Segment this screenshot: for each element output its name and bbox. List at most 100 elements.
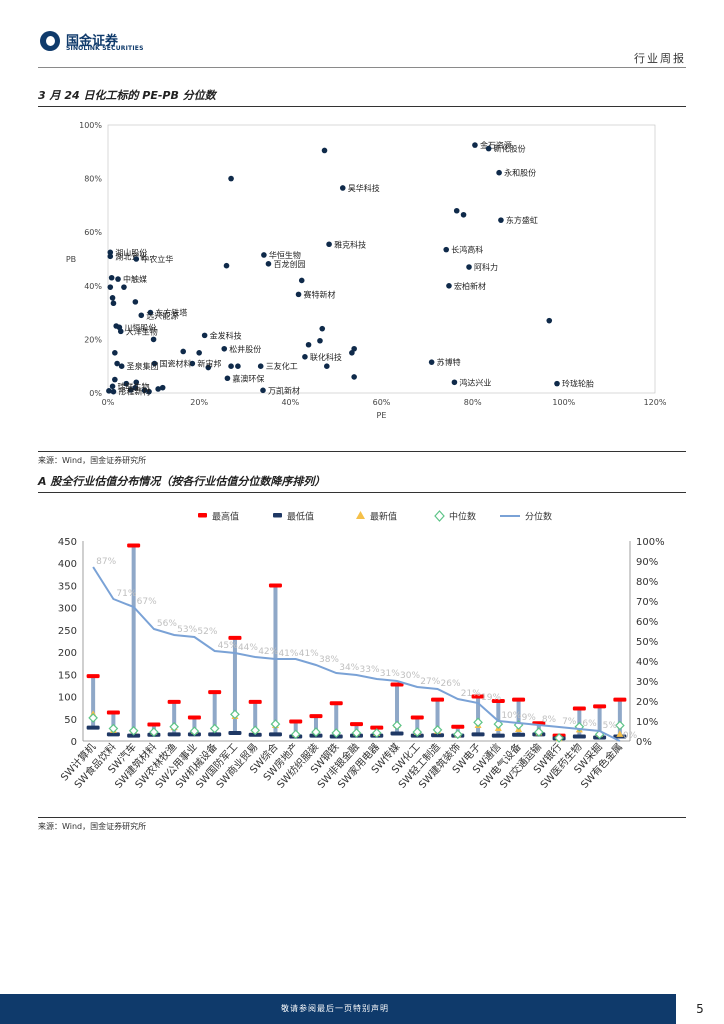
scatter-point [107, 284, 114, 290]
percentile-label: 56% [157, 619, 177, 629]
percentile-label: 5% [603, 721, 618, 731]
scatter-point [112, 350, 118, 356]
scatter-point [205, 364, 212, 371]
scatter-point [201, 332, 208, 339]
scatter-point-label: 国瓷材料 [159, 359, 191, 369]
max-marker [86, 674, 100, 679]
max-marker [208, 690, 222, 695]
scatter-point [223, 262, 230, 269]
min-marker [228, 731, 242, 735]
scatter-point [138, 312, 145, 319]
max-marker [106, 710, 120, 715]
scatter-point-label: 湖山股份 [115, 247, 147, 257]
scatter-point [189, 360, 196, 367]
max-marker [451, 724, 465, 729]
percentile-label: 87% [96, 557, 116, 567]
scatter-x-tick: 20% [190, 398, 208, 407]
legend-label: 最低值 [287, 511, 314, 523]
scatter-point [349, 350, 355, 356]
percentile-label: 8% [542, 715, 557, 725]
scatter-source: 来源：Wind，国金证券研究所 [38, 451, 686, 466]
scatter-point [324, 363, 330, 369]
scatter-point-label: 三友化工 [266, 361, 298, 371]
scatter-point [460, 211, 467, 218]
range-bar [212, 692, 217, 735]
max-marker [248, 699, 262, 704]
scatter-x-tick: 60% [373, 398, 391, 407]
scatter-point-label: 远兴能源 [146, 310, 178, 320]
scatter-point-label: 宏柏新材 [454, 281, 486, 291]
percentile-label: 30% [400, 671, 420, 681]
median-marker [371, 728, 382, 738]
scatter-point [115, 276, 121, 282]
max-marker [390, 682, 404, 687]
scatter-point-label: 昊华科技 [348, 183, 380, 193]
percentile-label: 27% [420, 677, 440, 687]
scatter-point-label: 中触媒 [123, 274, 147, 284]
scatter-point [117, 328, 124, 335]
percentile-line [92, 566, 621, 742]
range-bar [192, 717, 197, 735]
max-marker [167, 699, 181, 704]
range-bar [131, 545, 136, 736]
scatter-point [123, 380, 130, 387]
scatter-point [155, 386, 161, 392]
percentile-label: 41% [278, 649, 298, 659]
percentile-label: 9% [522, 713, 537, 723]
left-y-tick: 0 [71, 737, 77, 748]
scatter-x-axis-label: PE [377, 411, 387, 420]
scatter-point [554, 380, 560, 387]
scatter-point [132, 384, 139, 391]
percentile-label: 41% [299, 649, 319, 659]
median-marker [331, 728, 342, 738]
range-bar [313, 716, 318, 736]
median-marker [230, 709, 240, 720]
scatter-point [228, 363, 234, 369]
company-logo: 国金证券 SINOLINK SECURITIES [40, 30, 143, 54]
min-marker [491, 733, 505, 738]
bar-source: 来源：Wind，国金证券研究所 [38, 817, 686, 832]
industry-valuation-chart: 最高值 最低值 最新值 中位数 分位数 0 50 100 150 200 250 300 350 400 4… [58, 510, 665, 791]
percentile-label: 67% [137, 597, 157, 607]
scatter-y-tick: 80% [84, 175, 102, 184]
max-marker [410, 715, 424, 720]
median-marker [473, 717, 483, 728]
scatter-point [221, 345, 228, 352]
range-bar [496, 701, 501, 736]
scatter-y-tick: 100% [79, 121, 102, 130]
max-marker [613, 697, 627, 702]
scatter-point-label: 雅克科技 [334, 239, 366, 249]
range-bar [91, 676, 96, 728]
right-y-tick: 10% [636, 717, 658, 728]
percentile-label: 42% [258, 647, 278, 657]
percentile-label: 26% [441, 679, 461, 689]
median-marker [533, 727, 544, 737]
scatter-plot-frame [107, 124, 656, 394]
scatter-point-label: 新宙邦 [197, 359, 221, 369]
min-marker [106, 732, 120, 737]
scatter-point [496, 169, 502, 176]
scatter-point-label: 嘉澳环保 [232, 373, 264, 383]
median-marker [108, 723, 119, 734]
scatter-x-tick: 120% [644, 398, 667, 407]
scatter-point [453, 207, 460, 214]
median-marker [392, 720, 402, 731]
range-bar [415, 717, 420, 736]
scatter-point [321, 147, 328, 154]
min-marker [86, 725, 100, 730]
median-marker [88, 713, 98, 723]
scatter-point-label: 新化股份 [494, 144, 526, 154]
scatter-x-tick: 40% [281, 398, 299, 407]
scatter-point-label: 阿科力 [474, 262, 498, 272]
legend-marker [273, 513, 282, 518]
median-marker [270, 719, 281, 729]
page-header: 国金证券 SINOLINK SECURITIES 行业周报 [0, 0, 724, 70]
scatter-point [118, 363, 125, 369]
scatter-point-label: 赛特新材 [304, 289, 336, 299]
scatter-x-tick: 80% [464, 398, 482, 407]
left-y-tick: 50 [64, 715, 77, 726]
scatter-point [127, 386, 134, 393]
min-marker [127, 733, 141, 738]
left-y-tick: 100 [58, 693, 77, 704]
legend-marker [434, 510, 445, 522]
